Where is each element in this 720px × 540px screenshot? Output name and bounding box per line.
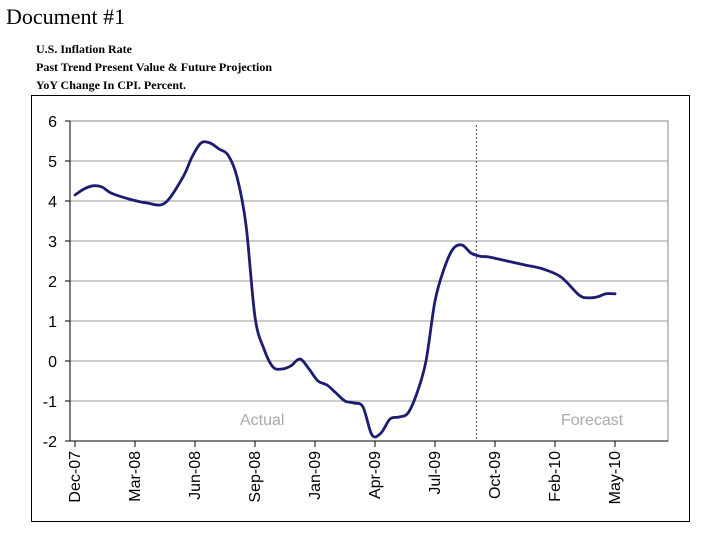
- x-tick-label: Mar-08: [127, 451, 144, 502]
- y-tick-label: 0: [48, 354, 57, 371]
- x-tick-label: Apr-09: [367, 451, 384, 499]
- x-tick-label: Jan-09: [307, 451, 324, 500]
- subtitle-line-3: YoY Change In CPI. Percent.: [36, 78, 186, 92]
- document-title: Document #1: [6, 4, 126, 29]
- chart-subtitle: U.S. Inflation Rate Past Trend Present V…: [36, 40, 272, 94]
- y-tick-label: 1: [48, 314, 57, 331]
- x-tick-label: Jul-09: [427, 451, 444, 495]
- x-tick-label: Feb-10: [547, 451, 564, 502]
- y-tick-label: 4: [48, 194, 57, 211]
- y-tick-label: -2: [43, 434, 57, 451]
- x-tick-label: May-10: [607, 451, 624, 504]
- inflation-series-line: [73, 140, 617, 439]
- x-tick-label: Oct-09: [487, 451, 504, 499]
- y-axis: 6 5 4 3 2 1 0 -1 -2: [43, 114, 71, 451]
- y-tick-label: 6: [48, 114, 57, 131]
- y-tick-label: 5: [48, 154, 57, 171]
- x-tick-label: Sep-08: [247, 451, 264, 503]
- actual-annotation: Actual: [240, 412, 284, 429]
- y-tick-label: -1: [43, 394, 57, 411]
- subtitle-line-2: Past Trend Present Value & Future Projec…: [36, 60, 272, 74]
- x-axis: Dec-07 Mar-08 Jun-08 Sep-08 Jan-09 Apr-09 Jul-…: [67, 440, 668, 504]
- y-tick-label: 3: [48, 234, 57, 251]
- subtitle-line-1: U.S. Inflation Rate: [36, 42, 133, 56]
- x-tick-label: Jun-08: [187, 451, 204, 500]
- x-tick-label: Dec-07: [67, 451, 84, 503]
- gridlines: [70, 160, 668, 402]
- y-tick-label: 2: [48, 274, 57, 291]
- forecast-annotation: Forecast: [561, 412, 624, 429]
